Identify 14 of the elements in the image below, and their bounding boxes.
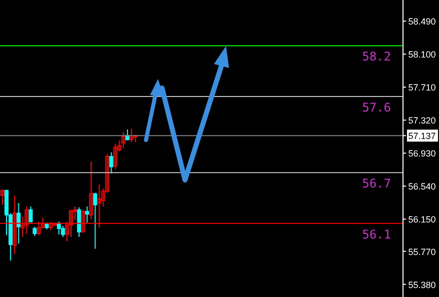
y-tick-label: 56.540 [408,182,436,192]
y-tick-label: 57.710 [408,82,436,93]
ref-line-label: 56.1 [362,227,391,242]
ref-line-label: 58.2 [362,50,391,64]
y-tick-label: 55.770 [408,246,436,257]
y-tick-label: 56.930 [408,148,436,159]
ref-line-label: 56.7 [362,176,391,191]
y-tick-label: 57.137 [408,131,436,142]
y-tick-label: 56.150 [408,214,436,225]
y-tick-label: 58.490 [408,16,436,27]
ref-line-label: 57.6 [362,100,391,114]
y-tick-label: 55.380 [408,280,436,290]
y-tick-label: 57.320 [408,116,436,126]
y-tick-label: 58.100 [408,50,436,60]
